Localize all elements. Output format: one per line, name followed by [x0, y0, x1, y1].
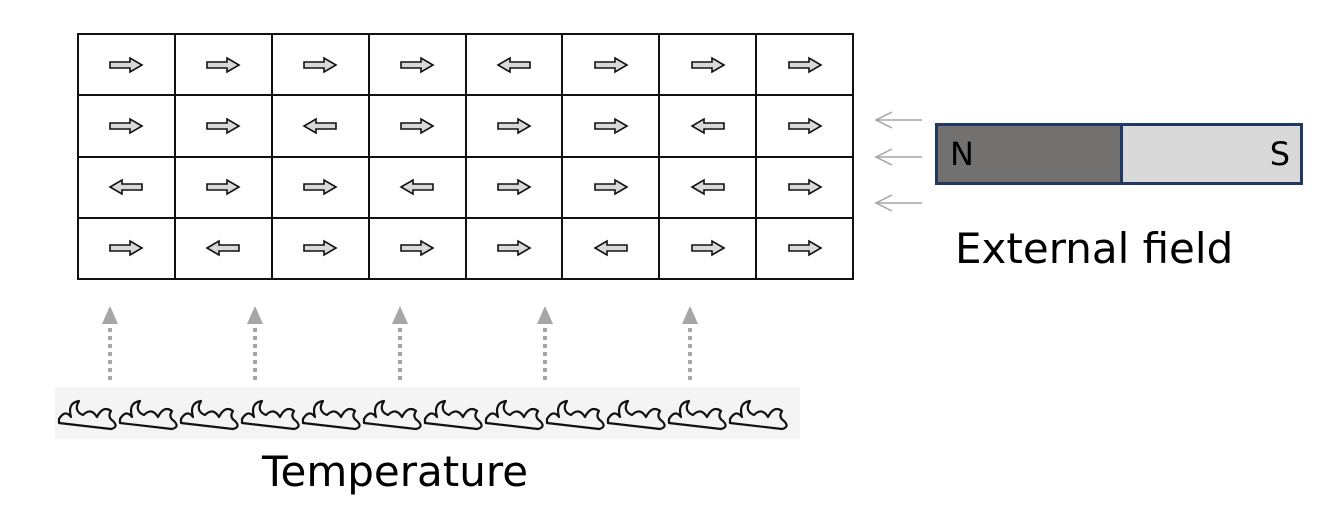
lattice-cell: [173, 94, 273, 158]
lattice-cell: [464, 94, 564, 158]
lattice-cell: [658, 155, 758, 219]
spin-right-arrow-icon: [787, 239, 823, 257]
lattice-cell: [77, 216, 176, 281]
field-arrow-icon: [874, 111, 922, 129]
external-field-arrows: [874, 111, 922, 212]
lattice-cell: [270, 155, 370, 219]
spin-right-arrow-icon: [303, 56, 338, 74]
spin-right-arrow-icon: [787, 56, 823, 74]
flame-icon: [606, 399, 666, 431]
spin-left-arrow-icon: [205, 239, 241, 257]
lattice-cell: [755, 94, 854, 158]
flame-icon: [728, 399, 788, 431]
lattice-cell: [173, 216, 273, 281]
lattice-cell: [77, 32, 176, 97]
lattice-cell: [464, 216, 564, 281]
spin-right-arrow-icon: [400, 117, 435, 135]
spin-left-arrow-icon: [690, 117, 725, 135]
flame-icon: [362, 399, 422, 431]
flame-icon: [484, 399, 544, 431]
lattice-cell: [464, 32, 564, 97]
lattice-cell: [561, 94, 661, 158]
lattice-row: [77, 216, 854, 281]
spin-left-arrow-icon: [690, 178, 725, 196]
lattice-cell: [658, 94, 758, 158]
spin-right-arrow-icon: [787, 178, 823, 196]
lattice-cell: [367, 155, 467, 219]
spin-right-arrow-icon: [109, 117, 145, 135]
heat-arrow-icon: [392, 306, 408, 380]
lattice-cell: [367, 216, 467, 281]
spin-right-arrow-icon: [303, 239, 338, 257]
bar-magnet: N S: [935, 123, 1303, 185]
lattice-cell: [367, 32, 467, 97]
heat-arrow-icon: [682, 306, 698, 380]
spin-right-arrow-icon: [400, 239, 435, 257]
spin-lattice: [77, 32, 854, 281]
flame-icon: [423, 399, 483, 431]
lattice-cell: [270, 216, 370, 281]
spin-right-arrow-icon: [109, 56, 145, 74]
lattice-cell: [658, 32, 758, 97]
field-arrow-icon: [874, 194, 922, 212]
lattice-cell: [367, 94, 467, 158]
lattice-cell: [755, 155, 854, 219]
spin-right-arrow-icon: [497, 239, 532, 257]
flame-icon: [179, 399, 239, 431]
heat-arrow-icon: [537, 306, 553, 380]
heat-arrow-icon: [247, 306, 263, 380]
lattice-cell: [173, 32, 273, 97]
lattice-row: [77, 32, 854, 97]
lattice-cell: [173, 155, 273, 219]
heat-arrows: [102, 306, 698, 380]
flame-icon: [667, 399, 727, 431]
heat-arrow-icon: [102, 306, 118, 380]
lattice-cell: [77, 155, 176, 219]
spin-left-arrow-icon: [399, 178, 434, 196]
lattice-cell: [270, 94, 370, 158]
lattice-cell: [561, 155, 661, 219]
lattice-cell: [755, 32, 854, 97]
lattice-cell: [270, 32, 370, 97]
lattice-cell: [658, 216, 758, 281]
lattice-row: [77, 155, 854, 219]
spin-right-arrow-icon: [206, 56, 241, 74]
spin-right-arrow-icon: [594, 117, 629, 135]
external-field-label: External field: [955, 224, 1234, 273]
magnet-north-pole: N: [938, 126, 1123, 182]
spin-right-arrow-icon: [690, 56, 726, 74]
lattice-row: [77, 94, 854, 158]
flame-icon: [545, 399, 605, 431]
spin-right-arrow-icon: [497, 178, 532, 196]
temperature-label: Temperature: [262, 447, 529, 496]
spin-right-arrow-icon: [594, 178, 629, 196]
spin-left-arrow-icon: [593, 239, 628, 257]
spin-right-arrow-icon: [206, 178, 241, 196]
lattice-cell: [77, 94, 176, 158]
flame-icon: [240, 399, 300, 431]
spin-right-arrow-icon: [303, 178, 338, 196]
flame-icon: [57, 399, 117, 431]
spin-right-arrow-icon: [206, 117, 241, 135]
spin-right-arrow-icon: [497, 117, 532, 135]
spin-left-arrow-icon: [108, 178, 144, 196]
lattice-cell: [561, 32, 661, 97]
spin-right-arrow-icon: [690, 239, 726, 257]
lattice-cell: [755, 216, 854, 281]
magnet-south-pole: S: [1123, 126, 1300, 182]
field-arrow-icon: [874, 148, 922, 166]
spin-right-arrow-icon: [109, 239, 145, 257]
flame-icon: [301, 399, 361, 431]
flame-icon: [118, 399, 178, 431]
lattice-cell: [464, 155, 564, 219]
lattice-cell: [561, 216, 661, 281]
spin-left-arrow-icon: [302, 117, 337, 135]
flame-row-icon: [55, 387, 800, 439]
spin-right-arrow-icon: [400, 56, 435, 74]
spin-right-arrow-icon: [787, 117, 823, 135]
spin-right-arrow-icon: [594, 56, 629, 74]
spin-left-arrow-icon: [496, 56, 531, 74]
